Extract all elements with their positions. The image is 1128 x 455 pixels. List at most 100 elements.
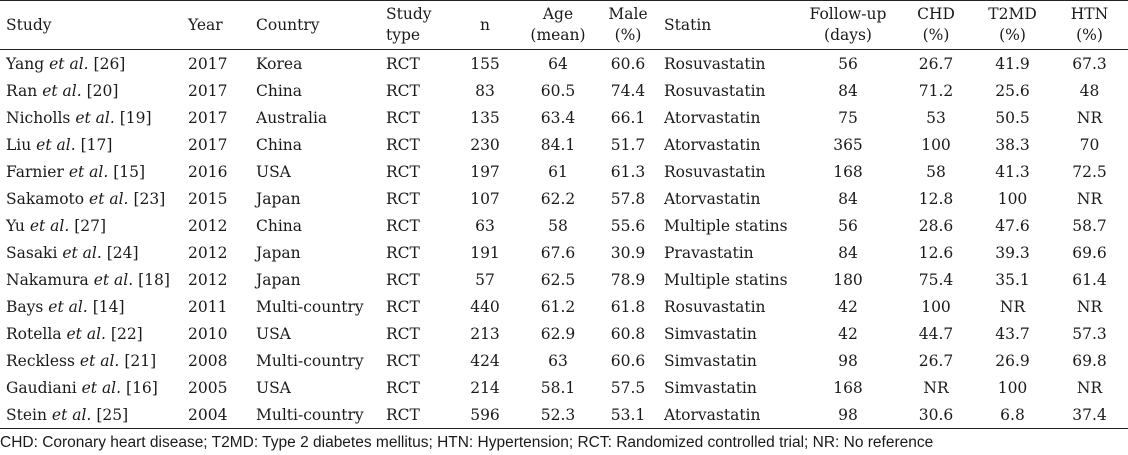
cell-age: 60.5 — [540, 81, 576, 100]
cell-year: 2015 — [188, 189, 228, 208]
cell-study: Gaudiani et al. [16] — [0, 374, 182, 401]
cell-statin: Rosuvastatin — [664, 54, 766, 73]
cell-study: Stein et al. [25] — [0, 401, 182, 429]
cell-follow-up: 84 — [838, 243, 858, 262]
cell-country: Korea — [256, 54, 303, 73]
cell-htn: 69.6 — [1072, 243, 1107, 262]
study-etal: et al. — [36, 135, 76, 154]
cell-year: 2012 — [188, 216, 228, 235]
cell-male: 53.1 — [598, 401, 658, 429]
cell-age: 62.5 — [540, 270, 576, 289]
cell-n: 197 — [470, 162, 500, 181]
cell-n: 57 — [475, 270, 495, 289]
cell-study-type: RCT — [386, 351, 420, 370]
table-row: Farnier et al. [15] 2016 USA RCT 197 61 61.3 Ro… — [0, 158, 1128, 185]
header-n: n — [452, 0, 518, 50]
cell-chd: 28.6 — [918, 216, 954, 235]
cell-t2md: 100 — [997, 189, 1028, 208]
cell-male: 66.1 — [610, 108, 646, 127]
cell-study-type: RCT — [386, 189, 420, 208]
cell-male: 51.7 — [610, 135, 646, 154]
cell-follow-up: 84 — [838, 81, 858, 100]
cell-age: 58.1 — [540, 378, 576, 397]
cell-statin: Rosuvastatin — [664, 162, 766, 181]
cell-male: 60.8 — [610, 324, 646, 343]
cell-chd: 30.6 — [898, 401, 974, 429]
cell-follow-up: 75 — [838, 108, 858, 127]
study-author: Ran — [6, 81, 38, 100]
header-t2md: T2MD (%) — [974, 0, 1051, 50]
cell-chd: 58 — [926, 162, 946, 181]
table-row: Sasaki et al. [24] 2012 Japan RCT 191 67.6 30.… — [0, 239, 1128, 266]
study-reference: [24] — [106, 243, 139, 262]
header-age: Age (mean) — [518, 0, 598, 50]
study-etal: et al. — [51, 405, 92, 424]
study-author: Reckless — [6, 351, 75, 370]
cell-study-type: RCT — [380, 401, 452, 429]
cell-male: 30.9 — [610, 243, 646, 262]
cell-chd: 12.6 — [918, 243, 954, 262]
study-etal: et al. — [48, 297, 88, 316]
cell-study: Rotella et al. [22] — [0, 320, 182, 347]
cell-study-type: RCT — [386, 162, 420, 181]
cell-htn: 72.5 — [1072, 162, 1107, 181]
cell-follow-up: 365 — [833, 135, 863, 154]
cell-chd: 53 — [926, 108, 946, 127]
cell-follow-up: 84 — [838, 189, 858, 208]
cell-year: 2010 — [188, 324, 228, 343]
cell-htn: NR — [1076, 297, 1103, 316]
cell-year: 2005 — [188, 378, 228, 397]
cell-year: 2017 — [188, 81, 228, 100]
study-etal: et al. — [42, 81, 82, 100]
cell-year: 2011 — [188, 297, 228, 316]
cell-t2md: 50.5 — [995, 108, 1030, 127]
cell-year: 2017 — [188, 108, 228, 127]
study-author: Liu — [6, 135, 32, 154]
study-etal: et al. — [68, 162, 109, 181]
cell-follow-up: 98 — [798, 401, 898, 429]
cell-statin: Multiple statins — [664, 270, 788, 289]
cell-country: Japan — [256, 243, 301, 262]
cell-study-type: RCT — [386, 297, 420, 316]
cell-male: 55.6 — [610, 216, 646, 235]
cell-chd: NR — [923, 378, 949, 397]
cell-chd: 100 — [921, 135, 951, 154]
study-author: Nakamura — [6, 270, 89, 289]
table-row: Nakamura et al. [18] 2012 Japan RCT 57 62.5 78… — [0, 266, 1128, 293]
cell-study-type: RCT — [386, 216, 420, 235]
cell-study: Nicholls et al. [19] — [0, 104, 182, 131]
study-reference: [14] — [92, 297, 125, 316]
cell-country: Japan — [256, 270, 301, 289]
table-row: Stein et al. [25] 2004 Multi-country RCT 596… — [0, 401, 1128, 429]
cell-study-type: RCT — [386, 243, 420, 262]
table-row: Gaudiani et al. [16] 2005 USA RCT 214 58.1 57.… — [0, 374, 1128, 401]
header-follow-up: Follow-up (days) — [798, 0, 898, 50]
cell-chd: 26.7 — [918, 54, 954, 73]
study-reference: [27] — [74, 216, 107, 235]
study-etal: et al. — [75, 108, 115, 127]
studies-table: Study Year Country Study type n Age (mean)… — [0, 0, 1128, 429]
cell-n: 135 — [470, 108, 500, 127]
cell-statin: Atorvastatin — [658, 401, 798, 429]
cell-follow-up: 56 — [838, 216, 858, 235]
cell-t2md: 43.7 — [995, 324, 1030, 343]
cell-study: Farnier et al. [15] — [0, 158, 182, 185]
cell-study: Liu et al. [17] — [0, 131, 182, 158]
cell-n: 424 — [470, 351, 500, 370]
table-row: Yang et al. [26] 2017 Korea RCT 155 64 60.6 Ros… — [0, 50, 1128, 78]
cell-age: 58 — [548, 216, 568, 235]
cell-t2md: 47.6 — [995, 216, 1030, 235]
cell-statin: Atorvastatin — [664, 108, 761, 127]
study-etal: et al. — [29, 216, 70, 235]
study-reference: [23] — [133, 189, 166, 208]
cell-age: 61 — [548, 162, 568, 181]
cell-male: 61.8 — [610, 297, 646, 316]
cell-study-type: RCT — [386, 270, 420, 289]
cell-male: 60.6 — [610, 54, 646, 73]
study-author: Sasaki — [6, 243, 58, 262]
study-author: Yang — [6, 54, 45, 73]
cell-n: 596 — [452, 401, 518, 429]
cell-male: 60.6 — [610, 351, 646, 370]
cell-country: China — [256, 216, 303, 235]
header-study: Study — [0, 0, 182, 50]
